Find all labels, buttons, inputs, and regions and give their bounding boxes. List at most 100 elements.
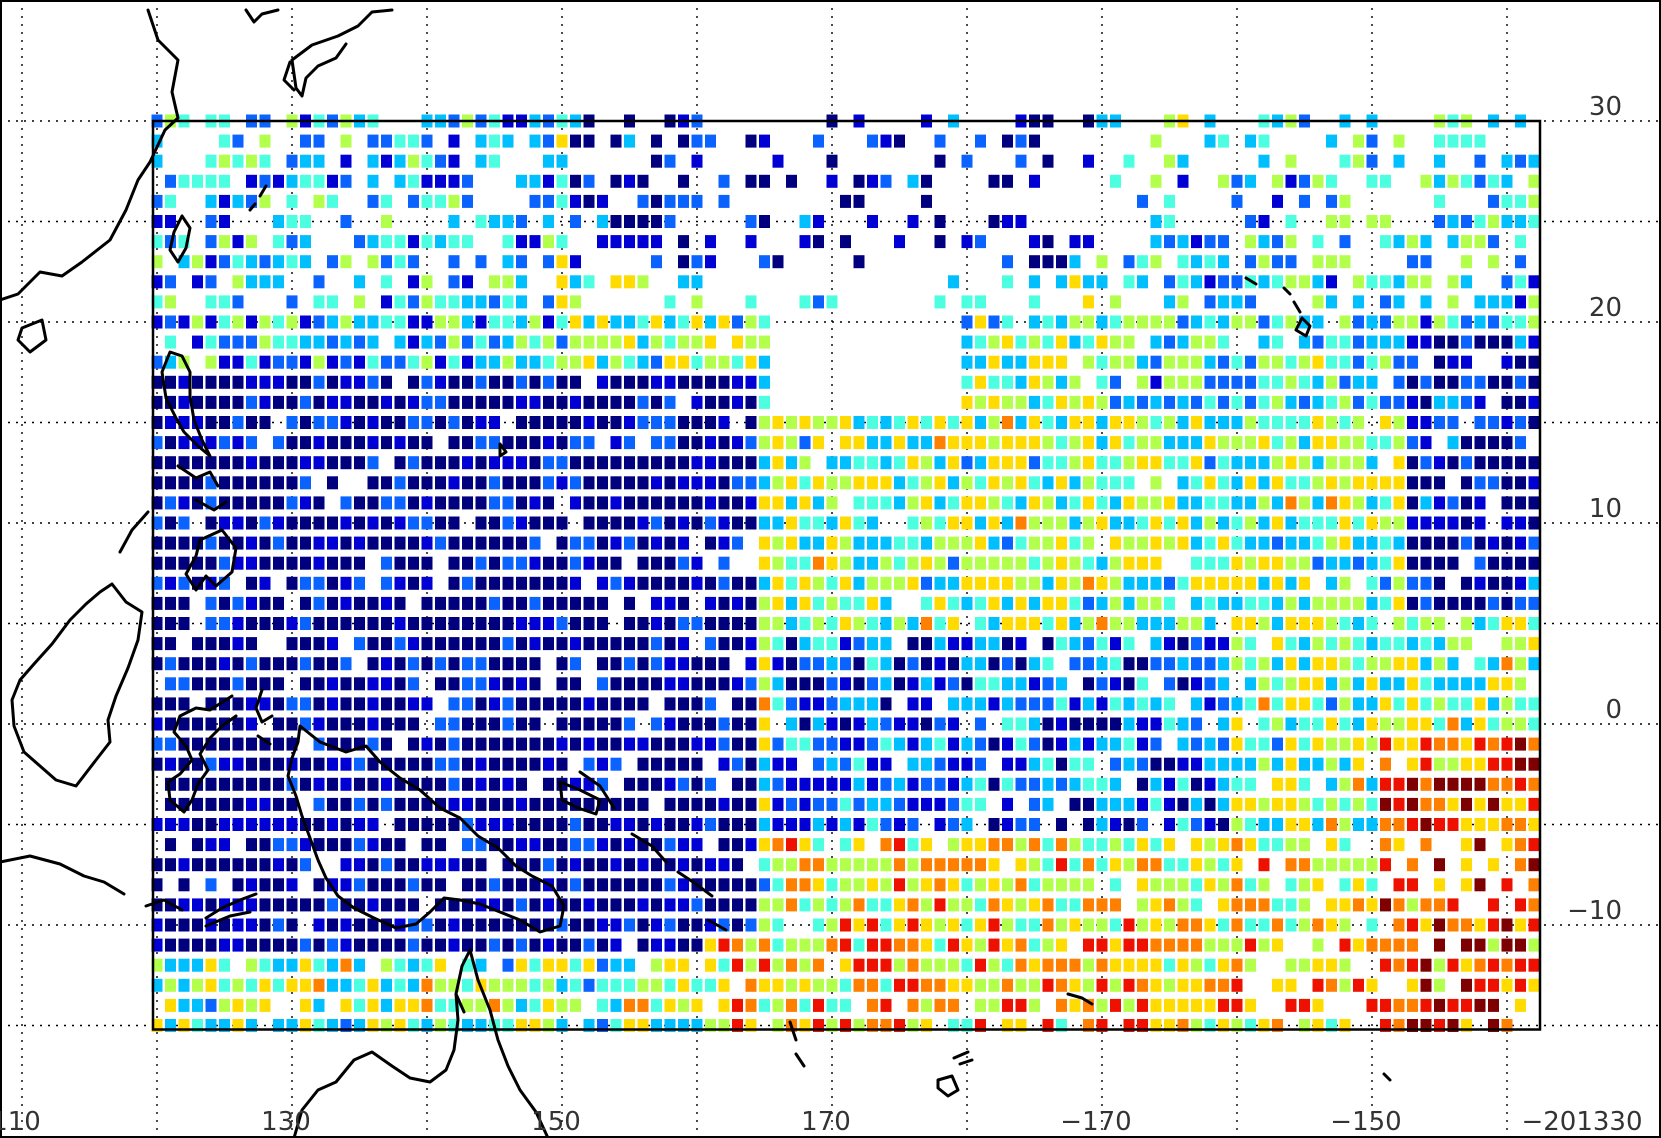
data-cell xyxy=(313,657,325,671)
data-cell xyxy=(637,536,649,550)
data-cell xyxy=(1218,938,1229,952)
data-cell xyxy=(1110,898,1121,912)
data-cell xyxy=(313,315,325,329)
data-cell xyxy=(286,456,298,470)
data-cell xyxy=(1447,335,1459,349)
data-cell xyxy=(1528,576,1540,590)
data-cell xyxy=(988,174,1000,188)
data-cell xyxy=(367,395,379,409)
data-cell xyxy=(1029,416,1040,429)
data-cell xyxy=(651,617,662,630)
data-cell xyxy=(570,898,581,912)
data-cell xyxy=(610,657,622,671)
data-cell xyxy=(1110,395,1121,409)
data-cell xyxy=(1056,436,1067,450)
data-cell xyxy=(880,134,892,148)
data-cell xyxy=(408,335,419,349)
data-cell xyxy=(192,918,203,932)
data-cell xyxy=(354,918,365,932)
data-cell xyxy=(1245,657,1256,671)
data-cell xyxy=(1407,677,1418,691)
data-cell xyxy=(1501,536,1513,550)
data-cell xyxy=(597,375,608,389)
data-cell xyxy=(745,576,757,590)
data-cell xyxy=(1528,375,1540,389)
data-cell xyxy=(1137,416,1148,429)
data-cell xyxy=(1164,516,1175,530)
data-cell xyxy=(205,858,217,872)
data-cell xyxy=(1312,375,1324,389)
data-cell xyxy=(421,596,433,610)
data-cell xyxy=(988,777,1000,791)
data-cell xyxy=(894,536,905,550)
data-cell xyxy=(772,516,784,530)
data-cell xyxy=(367,536,379,550)
data-cell xyxy=(219,737,230,751)
data-cell xyxy=(894,858,905,872)
data-cell xyxy=(367,596,379,610)
data-cell xyxy=(1299,617,1310,630)
data-cell xyxy=(381,536,392,550)
data-cell xyxy=(205,818,217,831)
data-cell xyxy=(543,456,554,470)
data-cell xyxy=(583,496,595,510)
data-cell xyxy=(1407,898,1418,912)
data-cell xyxy=(1069,878,1081,892)
data-cell xyxy=(813,536,824,550)
data-cell xyxy=(1326,617,1337,630)
data-cell xyxy=(1461,355,1472,369)
data-cell xyxy=(1231,275,1243,289)
data-cell xyxy=(1353,355,1364,369)
data-cell xyxy=(286,174,298,188)
data-cell xyxy=(1110,938,1121,952)
data-cell xyxy=(1002,576,1013,590)
data-cell xyxy=(1029,818,1040,831)
data-cell xyxy=(1015,617,1027,630)
data-cell xyxy=(907,476,919,490)
data-cell xyxy=(286,617,298,630)
data-cell xyxy=(516,255,527,269)
data-cell xyxy=(367,978,379,992)
data-cell xyxy=(813,657,824,671)
data-cell xyxy=(219,335,230,349)
data-cell xyxy=(948,717,959,731)
data-cell xyxy=(786,757,797,771)
data-cell xyxy=(300,416,311,429)
data-cell xyxy=(1488,416,1499,429)
data-cell xyxy=(1083,395,1094,409)
data-cell xyxy=(313,1019,325,1032)
data-cell xyxy=(1312,818,1324,831)
data-cell xyxy=(232,797,244,811)
data-cell xyxy=(1015,818,1027,831)
data-cell xyxy=(624,717,635,731)
data-cell xyxy=(894,777,905,791)
data-cell xyxy=(327,576,338,590)
data-cell xyxy=(1042,737,1054,751)
data-cell xyxy=(786,174,797,188)
data-cell xyxy=(610,476,622,490)
data-cell xyxy=(381,717,392,731)
data-cell xyxy=(151,375,163,389)
data-cell xyxy=(1488,436,1499,450)
data-cell xyxy=(570,375,581,389)
data-cell xyxy=(475,556,487,570)
data-cell xyxy=(435,315,446,329)
data-cell xyxy=(1177,174,1189,188)
data-cell xyxy=(435,737,446,751)
data-cell xyxy=(1299,194,1310,208)
data-cell xyxy=(732,315,743,329)
data-cell xyxy=(1528,978,1540,992)
data-cell xyxy=(678,637,689,651)
data-cell xyxy=(1299,275,1310,289)
data-cell xyxy=(489,416,500,429)
data-cell xyxy=(1231,978,1243,992)
data-cell xyxy=(232,375,244,389)
data-cell xyxy=(1272,898,1283,912)
data-cell xyxy=(475,576,487,590)
data-cell xyxy=(1407,556,1418,570)
data-cell xyxy=(1069,717,1081,731)
data-cell xyxy=(489,576,500,590)
data-cell xyxy=(448,556,460,570)
data-cell xyxy=(1380,938,1391,952)
data-cell xyxy=(1285,657,1297,671)
